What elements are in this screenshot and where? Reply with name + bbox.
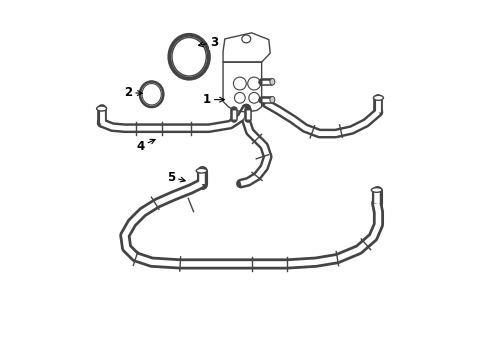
Ellipse shape: [172, 37, 206, 76]
Text: 2: 2: [124, 86, 142, 99]
Ellipse shape: [269, 96, 274, 103]
Ellipse shape: [142, 84, 161, 105]
Text: 1: 1: [203, 93, 224, 106]
Ellipse shape: [373, 95, 383, 100]
Ellipse shape: [269, 78, 274, 85]
Ellipse shape: [370, 188, 381, 192]
Text: 5: 5: [167, 171, 185, 184]
Text: 4: 4: [137, 139, 155, 153]
Text: 3: 3: [198, 36, 218, 49]
Ellipse shape: [97, 106, 106, 111]
Ellipse shape: [196, 168, 206, 173]
